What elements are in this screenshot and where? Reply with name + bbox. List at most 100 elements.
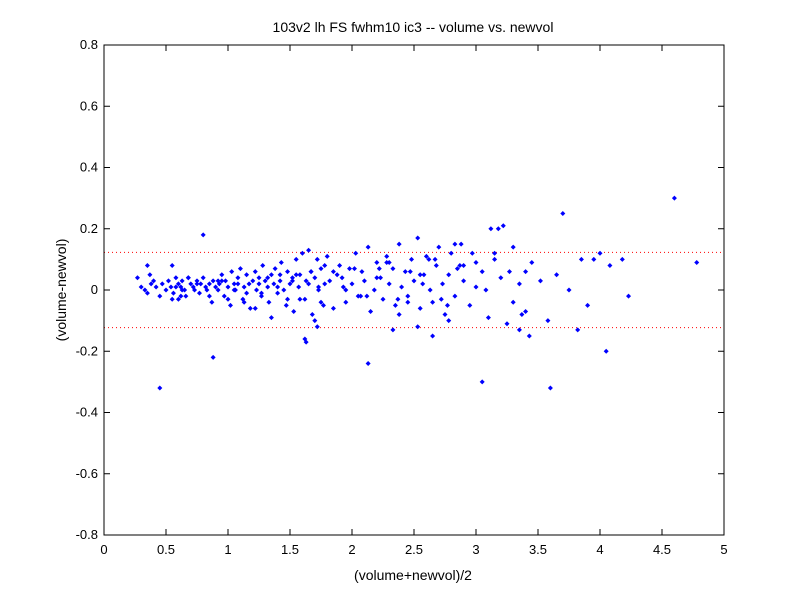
data-point [303,339,309,345]
data-point [545,318,551,324]
data-point [192,287,198,293]
data-point [358,293,364,299]
data-point [619,256,625,262]
data-point [254,287,260,293]
data-point [395,296,401,302]
data-point [170,290,176,296]
data-point [519,312,525,317]
data-point [215,278,221,284]
data-point [318,266,324,272]
data-point [258,293,264,299]
data-point [349,281,355,287]
data-point [219,278,225,284]
data-point [138,284,144,290]
data-point [339,275,345,281]
data-point [322,263,328,268]
data-point [368,308,374,314]
y-tick-label: -0.6 [76,466,98,481]
data-point [183,293,189,299]
data-point [409,256,415,262]
data-point [442,312,448,317]
data-point [256,281,262,287]
data-point [554,272,560,278]
x-tick-label: 5 [720,542,727,557]
data-point [396,312,402,317]
data-point [173,284,179,290]
data-point [448,250,454,256]
data-point [461,278,467,284]
data-point [275,290,281,296]
data-point [247,305,253,311]
data-point [510,299,516,305]
data-point [235,275,241,281]
data-point [516,327,522,333]
x-tick-label: 1.5 [281,542,299,557]
data-point [293,256,299,262]
x-tick-label: 0 [100,542,107,557]
data-point [221,293,227,299]
data-point [175,296,181,302]
data-point [194,281,200,287]
data-point [374,275,380,281]
data-point [492,250,498,256]
data-point [436,244,442,250]
data-point [206,293,212,299]
data-point [343,287,349,293]
data-point [492,256,498,262]
chart-title: 103v2 lh FS fwhm10 ic3 -- volume vs. new… [273,19,554,35]
data-point [178,293,184,299]
data-point [566,287,572,293]
data-point [250,278,256,284]
data-point [265,275,271,281]
data-point [364,293,370,299]
y-tick-label: 0.2 [80,221,98,236]
data-point [209,299,215,305]
data-point [285,296,291,302]
data-point [223,278,229,284]
data-point [427,287,433,293]
y-axis-label: (volume-newvol) [53,239,69,342]
data-point [467,302,473,308]
data-point [376,266,382,272]
data-point [694,259,700,265]
data-point [147,272,153,278]
data-point [206,281,212,287]
data-point [142,287,148,293]
data-point [411,278,417,284]
x-tick-label: 0.5 [157,542,175,557]
data-point [454,266,460,272]
data-point [225,296,231,302]
data-point [585,302,591,308]
data-point [575,327,581,333]
data-point [210,278,216,284]
data-point [506,269,512,275]
data-point [231,287,237,293]
y-axis: -0.8 -0.6 -0.4 -0.2 0 0.2 0.4 0.6 0.8 [76,37,724,542]
data-point [446,318,452,324]
reference-lines [104,251,724,329]
data-point [560,210,566,216]
data-point [384,253,390,259]
data-point [169,263,175,268]
data-point [330,305,336,311]
data-point [426,256,432,262]
data-point [272,266,278,272]
data-point [417,272,423,278]
data-point [510,244,516,250]
data-point [438,296,444,302]
data-point [291,308,297,314]
data-point [241,299,247,305]
data-point [157,293,163,299]
data-point [204,287,210,293]
data-point [458,241,464,247]
data-point [417,305,423,311]
data-point [433,263,439,268]
data-point [396,241,402,247]
data-point [188,281,194,287]
data-point [607,263,613,268]
data-point [169,296,175,302]
data-point [283,302,289,308]
data-point [210,354,216,360]
data-point [293,272,299,278]
data-point [457,263,463,268]
